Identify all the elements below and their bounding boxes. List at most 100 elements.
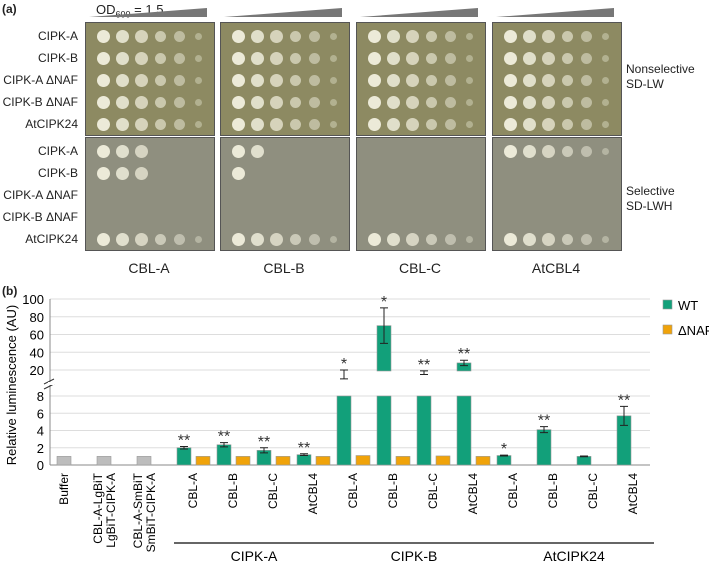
yeast-colony: [135, 74, 148, 87]
yeast-colony: [542, 118, 555, 131]
yeast-colony: [232, 74, 245, 87]
medium-label-line1: Selective: [626, 184, 675, 198]
yeast-colony: [426, 31, 437, 42]
x-tick-label: CBL-C: [586, 473, 600, 509]
yeast-colony: [232, 52, 245, 65]
yeast-colony: [542, 74, 555, 87]
x-tick-label: AtCBL4: [466, 473, 480, 515]
yeast-colony: [581, 97, 592, 108]
yeast-colony: [309, 75, 320, 86]
yeast-colony: [330, 121, 337, 128]
yeast-colony: [445, 31, 456, 42]
yeast-colony: [97, 145, 110, 158]
yeast-colony: [135, 145, 148, 158]
yeast-colony: [581, 234, 592, 245]
yeast-colony: [290, 75, 301, 86]
x-tick-label-line2: SmBiT-CIPK-A: [144, 473, 158, 552]
yeast-colony: [542, 145, 555, 158]
yeast-colony: [195, 121, 202, 128]
yeast-colony: [155, 75, 166, 86]
axis-break-gap: [48, 382, 54, 385]
x-tick-label: AtCBL4: [306, 473, 320, 515]
y-tick-label: 20: [30, 363, 44, 378]
x-tick-label: CBL-A: [346, 473, 360, 508]
error-bar: [540, 426, 548, 434]
yeast-colony: [504, 145, 517, 158]
yeast-colony: [426, 119, 437, 130]
yeast-colony: [523, 96, 536, 109]
dnaf-bar: [235, 456, 251, 466]
strain-label: CIPK-A: [37, 29, 78, 43]
yeast-colony: [602, 33, 609, 40]
yeast-colony: [426, 53, 437, 64]
significance-stars: **: [218, 429, 230, 446]
yeast-colony: [602, 121, 609, 128]
strain-label: CIPK-B: [37, 166, 78, 180]
yeast-colony: [270, 52, 283, 65]
significance-stars: **: [258, 434, 270, 451]
yeast-colony: [174, 119, 185, 130]
yeast-colony: [406, 52, 419, 65]
control-bar: [96, 456, 112, 466]
y-tick-label: 0: [37, 458, 44, 473]
control-bar: [56, 456, 72, 466]
y-tick-label: 40: [30, 345, 44, 360]
yeast-colony: [602, 148, 609, 155]
yeast-colony: [466, 55, 473, 62]
yeast-colony: [135, 52, 148, 65]
yeast-colony: [581, 119, 592, 130]
yeast-colony: [330, 99, 337, 106]
error-bar: [260, 447, 268, 454]
yeast-colony: [581, 75, 592, 86]
yeast-colony: [195, 236, 202, 243]
yeast-colony: [270, 96, 283, 109]
yeast-colony: [466, 121, 473, 128]
yeast-colony: [116, 52, 129, 65]
yeast-colony: [387, 30, 400, 43]
significance-stars: **: [458, 346, 470, 363]
strain-label: CIPK-B ΔNAF: [2, 210, 78, 224]
yeast-colony: [581, 53, 592, 64]
yeast-colony: [542, 233, 555, 246]
dnaf-bar: [315, 456, 331, 466]
yeast-colony: [97, 74, 110, 87]
plate-label: CBL-C: [398, 260, 441, 276]
yeast-colony: [387, 233, 400, 246]
yeast-colony: [135, 118, 148, 131]
yeast-colony: [251, 30, 264, 43]
yeast-colony: [426, 234, 437, 245]
yeast-colony: [504, 233, 517, 246]
yeast-colony: [155, 234, 166, 245]
dilution-wedge-icon: [224, 8, 342, 17]
group-label: AtCIPK24: [543, 548, 605, 564]
yeast-colony: [581, 31, 592, 42]
error-bar: [420, 370, 428, 375]
yeast-colony: [523, 145, 536, 158]
yeast-colony: [368, 52, 381, 65]
x-tick-label: CBL-A: [186, 473, 200, 508]
error-bar: [380, 307, 388, 344]
dnaf-bar: [195, 456, 211, 466]
yeast-colony: [523, 233, 536, 246]
yeast-colony: [97, 118, 110, 131]
wt-bar: [336, 395, 352, 466]
x-tick-label: CBL-B: [226, 473, 240, 508]
yeast-colony: [542, 52, 555, 65]
legend-swatch: [662, 324, 673, 335]
x-tick-label-line1: CBL-A-SmBiT: [131, 472, 145, 548]
yeast-colony: [445, 234, 456, 245]
dilution-wedge-icon: [89, 8, 207, 17]
plate-label: AtCBL4: [531, 260, 581, 276]
y-tick-label: 2: [37, 441, 44, 456]
yeast-colony: [174, 234, 185, 245]
yeast-colony: [602, 55, 609, 62]
wt-bar: [576, 456, 592, 466]
yeast-colony: [116, 118, 129, 131]
dnaf-bar: [275, 456, 291, 466]
yeast-colony: [387, 52, 400, 65]
yeast-colony: [174, 53, 185, 64]
yeast-colony: [523, 52, 536, 65]
yeast-colony: [155, 31, 166, 42]
